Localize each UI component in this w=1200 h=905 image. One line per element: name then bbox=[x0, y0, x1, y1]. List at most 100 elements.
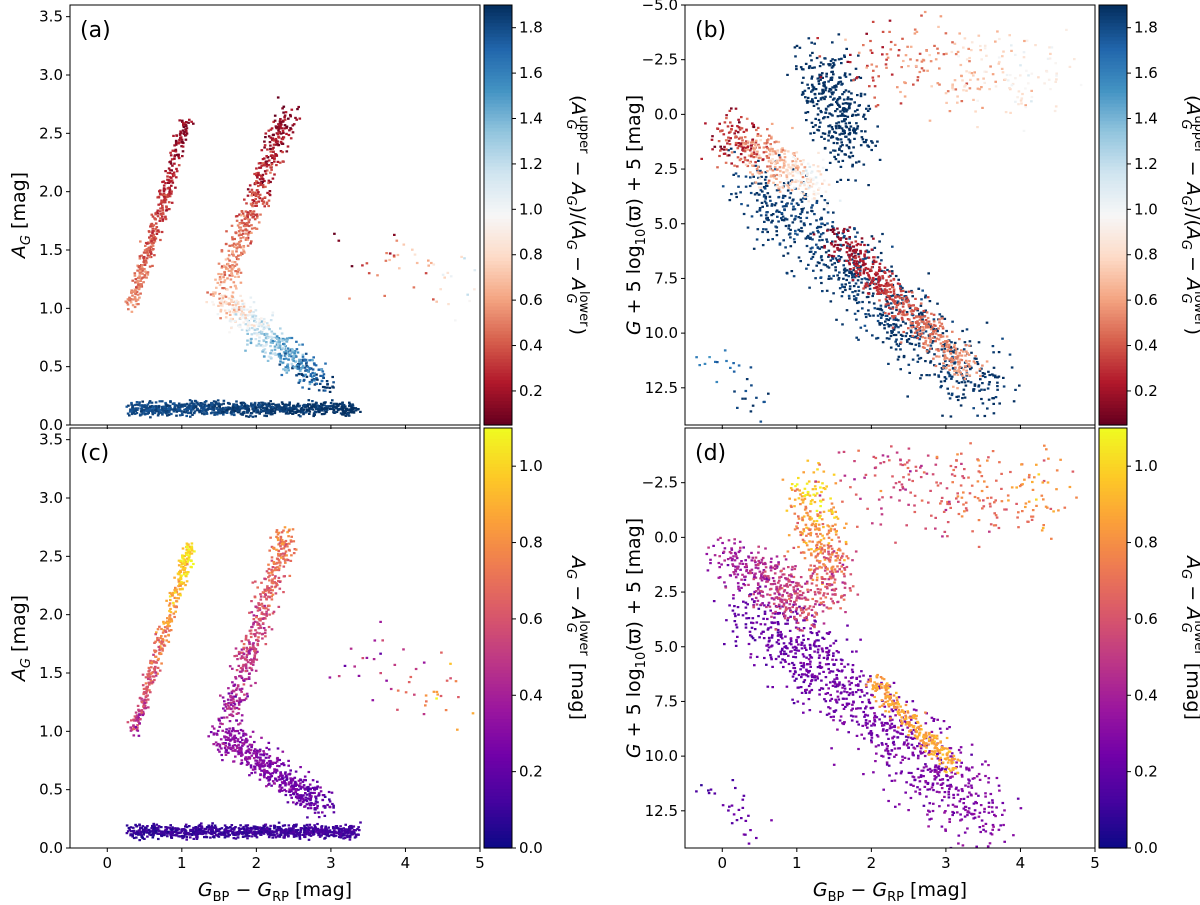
density-cell bbox=[1025, 39, 1029, 42]
density-cell bbox=[220, 266, 224, 269]
density-cell bbox=[785, 205, 788, 208]
density-cell bbox=[840, 127, 844, 130]
density-cell bbox=[807, 179, 810, 182]
colorbar-step bbox=[484, 201, 512, 206]
density-cell bbox=[836, 138, 839, 141]
density-cell bbox=[894, 326, 897, 329]
density-cell bbox=[734, 107, 738, 110]
density-cell bbox=[860, 237, 864, 240]
panel-a-region-sparse-outliers bbox=[333, 232, 477, 322]
density-cell bbox=[901, 318, 904, 321]
density-cell bbox=[870, 148, 873, 152]
density-cell bbox=[771, 169, 775, 172]
colorbar-step bbox=[484, 323, 512, 328]
density-cell bbox=[246, 405, 250, 408]
density-cell bbox=[820, 246, 824, 249]
density-cell bbox=[166, 187, 170, 190]
density-cell bbox=[985, 321, 989, 324]
density-cell bbox=[814, 117, 817, 120]
density-cell bbox=[919, 356, 923, 360]
density-cell bbox=[269, 171, 272, 174]
density-cell bbox=[775, 210, 778, 213]
density-cell bbox=[259, 181, 262, 185]
density-cell bbox=[130, 412, 134, 416]
density-cell bbox=[919, 377, 922, 380]
density-cell bbox=[862, 287, 865, 290]
density-cell bbox=[277, 337, 280, 340]
density-cell bbox=[838, 147, 841, 150]
density-cell bbox=[846, 115, 850, 118]
density-cell bbox=[861, 259, 865, 263]
density-cell bbox=[237, 275, 240, 278]
density-cell bbox=[312, 356, 315, 359]
density-cell bbox=[226, 277, 229, 280]
density-cell bbox=[820, 92, 824, 95]
density-cell bbox=[735, 195, 738, 199]
density-cell bbox=[950, 375, 954, 378]
density-cell bbox=[179, 136, 183, 139]
density-cell bbox=[802, 92, 805, 95]
density-cell bbox=[874, 105, 878, 108]
density-cell bbox=[273, 119, 277, 122]
density-cell bbox=[826, 105, 830, 108]
density-cell bbox=[997, 62, 1001, 65]
panel-a-colorbar-label: (AupperG − AG)/(AG − AlowerG) bbox=[563, 95, 591, 335]
density-cell bbox=[930, 341, 934, 344]
density-cell bbox=[727, 131, 731, 134]
density-cell bbox=[247, 221, 251, 224]
density-cell bbox=[945, 366, 948, 370]
density-cell bbox=[142, 281, 145, 284]
density-cell bbox=[1053, 109, 1057, 113]
density-cell bbox=[245, 329, 249, 332]
density-cell bbox=[272, 338, 276, 341]
density-cell bbox=[213, 292, 217, 295]
density-cell bbox=[265, 341, 268, 344]
density-cell bbox=[896, 303, 900, 307]
density-cell bbox=[905, 301, 908, 304]
density-cell bbox=[171, 164, 174, 167]
density-cell bbox=[752, 123, 755, 127]
density-cell bbox=[173, 157, 176, 160]
density-cell bbox=[222, 281, 226, 284]
density-cell bbox=[809, 100, 813, 103]
density-cell bbox=[233, 409, 237, 412]
density-cell bbox=[793, 154, 796, 157]
colorbar-tick-label: 0.2 bbox=[519, 382, 543, 400]
density-cell bbox=[261, 173, 265, 176]
density-cell bbox=[263, 170, 267, 173]
density-cell bbox=[178, 119, 181, 122]
density-cell bbox=[887, 302, 890, 305]
density-cell bbox=[954, 347, 958, 350]
density-cell bbox=[936, 348, 940, 351]
density-cell bbox=[807, 66, 811, 70]
density-cell bbox=[822, 63, 825, 66]
density-cell bbox=[744, 397, 747, 400]
density-cell bbox=[751, 404, 755, 407]
density-cell bbox=[411, 248, 414, 251]
density-cell bbox=[915, 325, 919, 328]
density-cell bbox=[824, 251, 828, 254]
density-cell bbox=[835, 318, 838, 321]
density-cell bbox=[250, 323, 254, 327]
density-cell bbox=[292, 357, 296, 360]
density-cell bbox=[904, 335, 908, 338]
density-cell bbox=[886, 268, 889, 272]
density-cell bbox=[1048, 57, 1052, 60]
density-cell bbox=[183, 408, 186, 411]
density-cell bbox=[921, 318, 924, 321]
density-cell bbox=[843, 55, 846, 58]
density-cell bbox=[228, 264, 231, 268]
density-cell bbox=[239, 237, 242, 240]
density-cell bbox=[906, 340, 909, 343]
density-cell bbox=[791, 221, 795, 224]
density-cell bbox=[750, 215, 754, 218]
density-cell bbox=[257, 221, 261, 224]
density-cell bbox=[253, 401, 257, 404]
density-cell bbox=[871, 276, 875, 280]
density-cell bbox=[210, 402, 213, 405]
density-cell bbox=[932, 357, 935, 360]
density-cell bbox=[976, 126, 979, 129]
density-cell bbox=[881, 232, 884, 236]
density-cell bbox=[749, 149, 752, 152]
density-cell bbox=[341, 413, 345, 416]
